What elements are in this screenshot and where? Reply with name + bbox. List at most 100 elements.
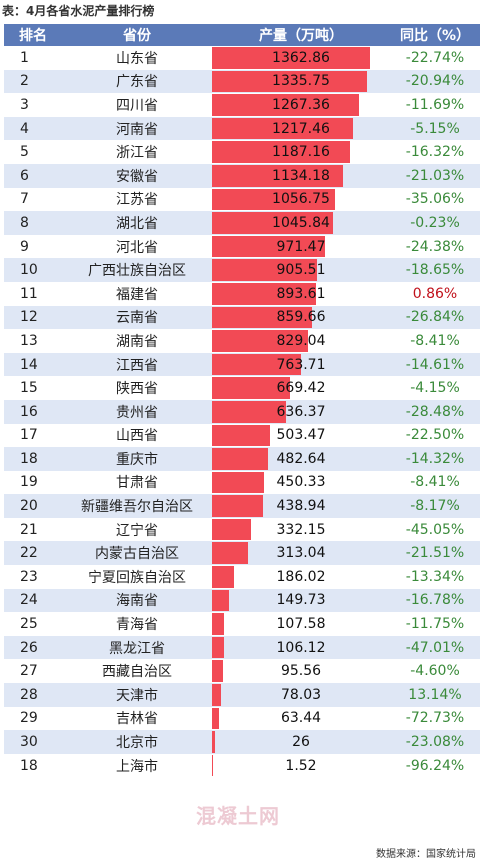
rank-cell: 25 [20, 616, 38, 633]
table-row: 27 西藏自治区 95.56 -4.60% [4, 659, 480, 684]
province-cell: 云南省 [116, 310, 158, 327]
table-row: 12 云南省 859.66 -26.84% [4, 305, 480, 330]
production-value: 893.61 [276, 285, 326, 302]
production-value: 149.73 [276, 592, 326, 609]
production-bar [212, 684, 222, 706]
production-value: 106.12 [276, 639, 326, 656]
yoy-cell: -22.50% [405, 427, 465, 444]
province-cell: 湖北省 [116, 215, 158, 232]
production-value: 971.47 [276, 238, 326, 255]
rank-cell: 5 [20, 144, 29, 161]
production-value: 313.04 [276, 545, 326, 562]
production-cell: 95.56 [212, 659, 390, 683]
yoy-cell: -26.84% [405, 309, 465, 326]
production-cell: 1217.46 [212, 117, 390, 141]
yoy-cell: -4.60% [410, 663, 460, 680]
province-cell: 广东省 [116, 74, 158, 91]
table-row: 23 宁夏回族自治区 186.02 -13.34% [4, 565, 480, 589]
production-value: 78.03 [280, 686, 322, 703]
production-bar [212, 235, 325, 258]
production-cell: 829.04 [212, 329, 390, 353]
rank-cell: 4 [20, 120, 29, 137]
province-cell: 青海省 [116, 617, 158, 634]
province-cell: 江苏省 [116, 192, 158, 209]
production-cell: 1362.86 [212, 46, 390, 70]
production-value: 1362.86 [272, 49, 330, 66]
yoy-cell: -22.74% [405, 49, 465, 66]
rank-cell: 26 [20, 639, 38, 656]
table-row: 25 青海省 107.58 -11.75% [4, 612, 480, 636]
production-bar [212, 448, 268, 470]
yoy-cell: -11.75% [405, 616, 465, 633]
production-cell: 905.51 [212, 258, 390, 282]
table-row: 15 陕西省 669.42 -4.15% [4, 376, 480, 400]
province-cell: 山西省 [116, 428, 158, 445]
province-cell: 吉林省 [116, 711, 158, 728]
province-cell: 河北省 [116, 239, 158, 256]
yoy-cell: -45.05% [405, 521, 465, 538]
yoy-cell: -96.24% [405, 757, 465, 774]
production-bar [212, 259, 317, 281]
header-production: 产量（万吨） [259, 28, 343, 44]
table-row: 17 山西省 503.47 -22.50% [4, 423, 480, 448]
province-cell: 陕西省 [116, 381, 158, 398]
production-cell: 63.44 [212, 707, 390, 731]
rank-cell: 6 [20, 167, 29, 184]
production-cell: 1335.75 [212, 70, 390, 94]
rank-cell: 13 [20, 332, 38, 349]
production-bar [212, 707, 220, 730]
table-row: 14 江西省 763.71 -14.61% [4, 352, 480, 377]
rank-cell: 28 [20, 686, 38, 703]
production-cell: 1056.75 [212, 188, 390, 212]
production-value: 186.02 [276, 568, 326, 585]
yoy-cell: -24.38% [405, 238, 465, 255]
production-bar [212, 566, 234, 588]
production-value: 859.66 [276, 309, 326, 326]
yoy-cell: -47.01% [405, 639, 465, 656]
province-cell: 辽宁省 [116, 522, 158, 539]
yoy-cell: 13.14% [408, 686, 462, 703]
production-cell: 1187.16 [212, 140, 390, 164]
rank-cell: 7 [20, 191, 29, 208]
yoy-cell: -8.17% [410, 498, 460, 515]
production-value: 1134.18 [272, 167, 330, 184]
production-value: 1267.36 [272, 96, 330, 113]
production-value: 63.44 [280, 710, 322, 727]
province-cell: 重庆市 [116, 451, 158, 468]
watermark: 混凝土网 [196, 804, 280, 828]
production-bar [212, 117, 354, 140]
yoy-cell: -16.32% [405, 144, 465, 161]
rank-cell: 18 [20, 450, 38, 467]
production-cell: 669.42 [212, 376, 390, 400]
rank-cell: 15 [20, 380, 38, 397]
production-bar [212, 518, 251, 541]
table-row: 20 新疆维吾尔自治区 438.94 -8.17% [4, 494, 480, 518]
production-value: 1056.75 [272, 191, 330, 208]
production-bar [212, 164, 344, 187]
yoy-cell: -72.73% [405, 710, 465, 727]
province-cell: 上海市 [116, 758, 158, 775]
province-cell: 天津市 [116, 687, 158, 704]
table-row: 9 河北省 971.47 -24.38% [4, 234, 480, 259]
production-value: 1335.75 [272, 73, 330, 90]
production-bar [212, 731, 215, 753]
province-cell: 山东省 [116, 50, 158, 67]
production-bar [212, 636, 225, 659]
production-value: 107.58 [276, 616, 326, 633]
production-value: 1217.46 [272, 120, 330, 137]
production-bar [212, 306, 312, 329]
table-body: 1 山东省 1362.86 -22.74% 2 广东省 1335.75 -20.94% 3 四川省… [4, 46, 480, 778]
table-row: 11 福建省 893.61 0.86% [4, 281, 480, 306]
yoy-cell: -21.03% [405, 167, 465, 184]
rank-cell: 12 [20, 309, 38, 326]
production-bar [212, 589, 230, 612]
rank-cell: 24 [20, 592, 38, 609]
yoy-cell: -35.06% [405, 191, 465, 208]
rank-cell: 18 [20, 757, 38, 774]
production-value: 95.56 [280, 663, 322, 680]
rank-cell: 10 [20, 262, 38, 279]
rank-cell: 23 [20, 568, 38, 585]
yoy-cell: -14.61% [405, 356, 465, 373]
yoy-cell: -8.41% [410, 474, 460, 491]
yoy-cell: -8.41% [410, 332, 460, 349]
